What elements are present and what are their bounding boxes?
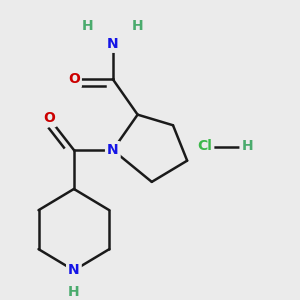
Text: H: H bbox=[242, 140, 253, 154]
Text: O: O bbox=[43, 111, 55, 125]
Text: N: N bbox=[107, 37, 118, 51]
Text: H: H bbox=[68, 285, 80, 298]
Text: H: H bbox=[82, 19, 94, 33]
Text: N: N bbox=[107, 143, 118, 157]
Text: H: H bbox=[132, 19, 143, 33]
Text: Cl: Cl bbox=[197, 140, 212, 154]
Text: O: O bbox=[68, 72, 80, 86]
Text: H: H bbox=[132, 19, 143, 33]
Text: H: H bbox=[82, 19, 94, 33]
Text: N: N bbox=[68, 263, 80, 278]
